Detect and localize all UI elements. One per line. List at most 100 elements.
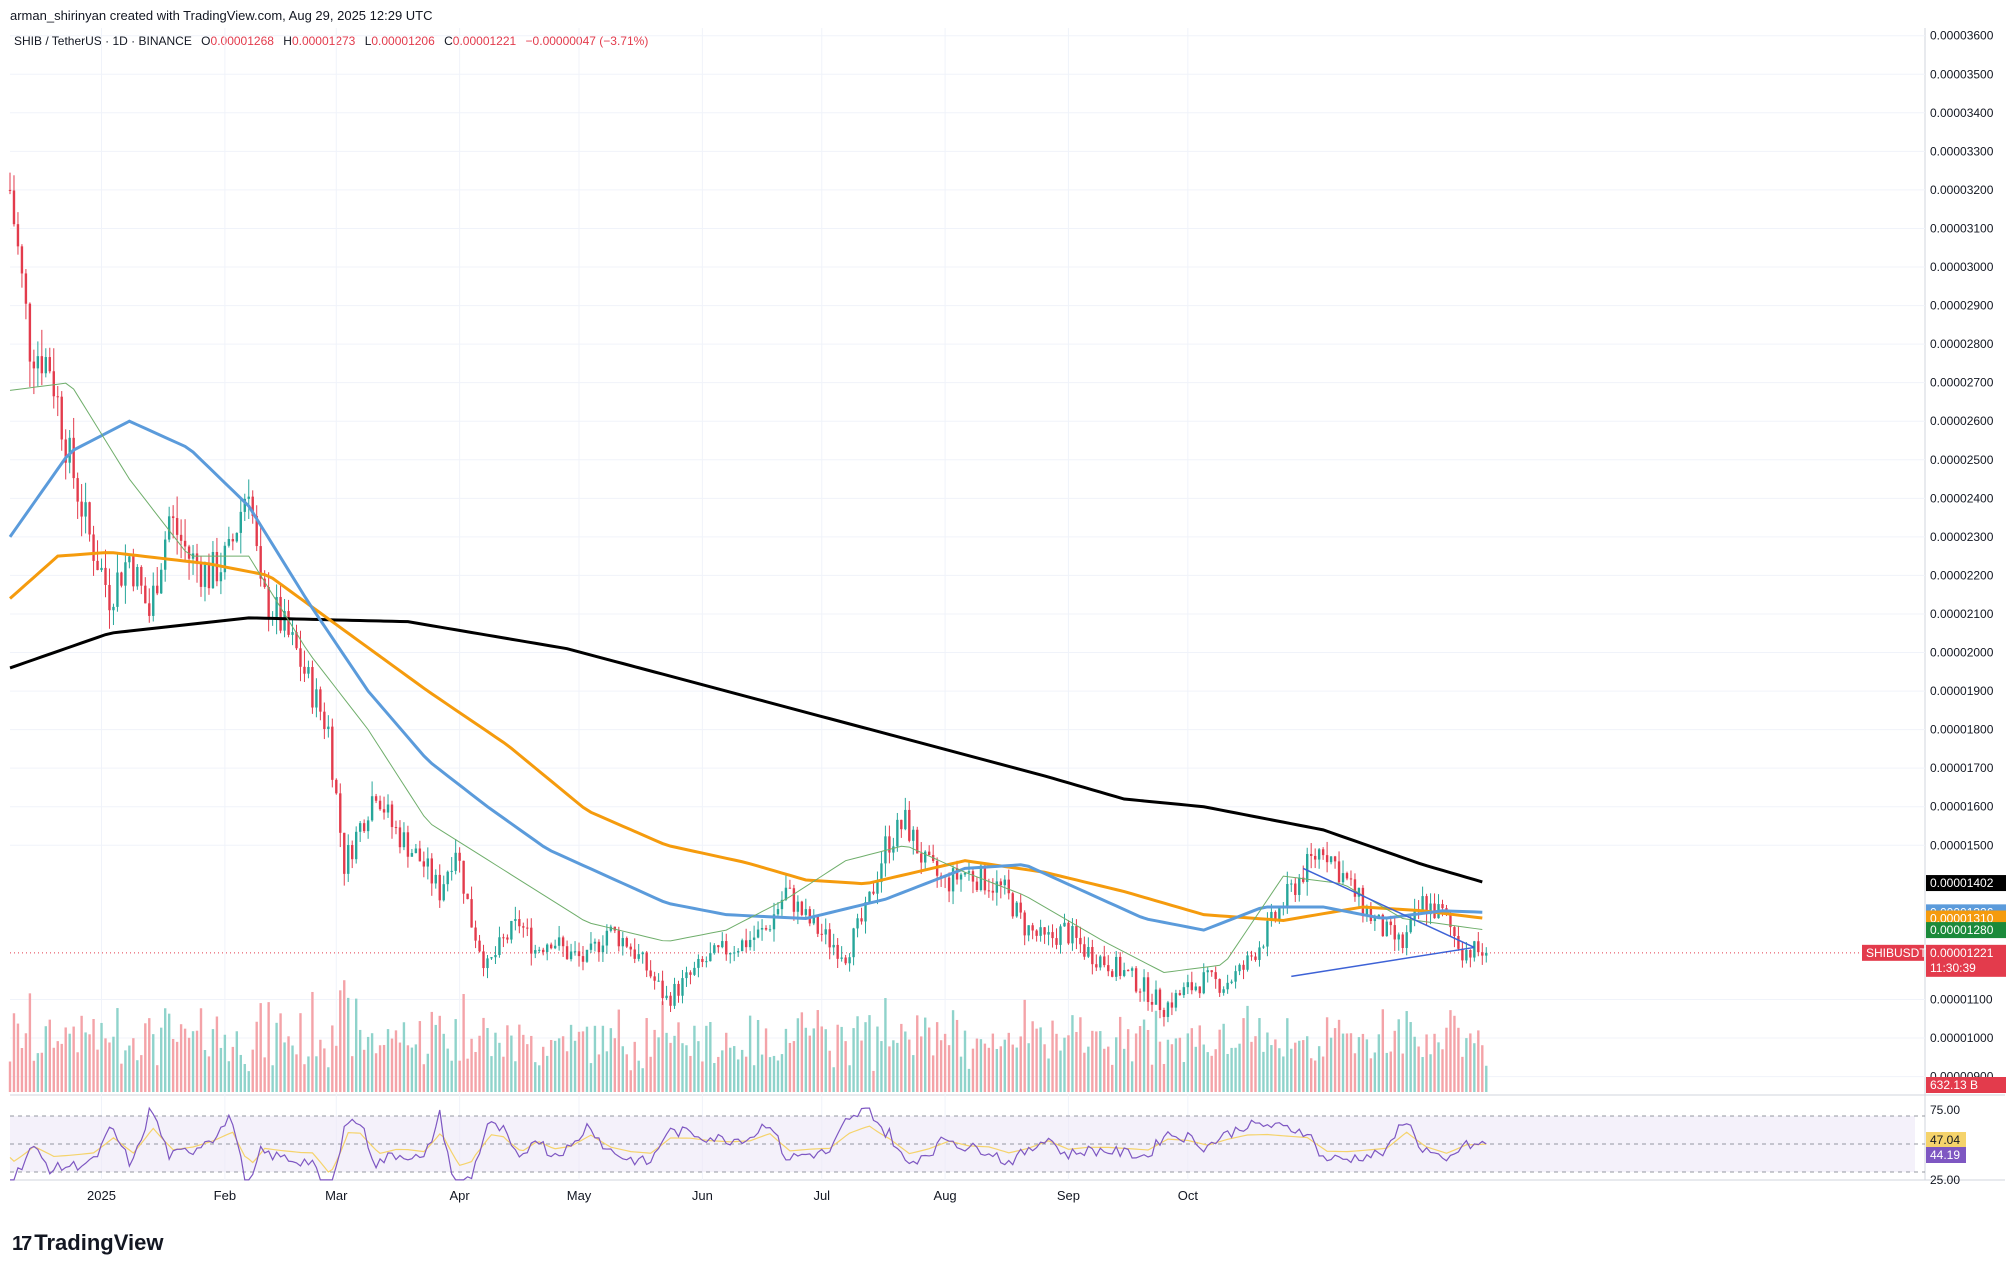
candle-body[interactable] bbox=[68, 437, 71, 463]
candle-body[interactable] bbox=[136, 567, 139, 587]
candle-body[interactable] bbox=[414, 848, 418, 854]
candle-body[interactable] bbox=[36, 356, 40, 369]
candle-body[interactable] bbox=[848, 957, 851, 964]
candle-body[interactable] bbox=[1373, 917, 1377, 922]
candle-body[interactable] bbox=[315, 689, 318, 708]
candle-body[interactable] bbox=[323, 711, 326, 730]
candle-body[interactable] bbox=[748, 939, 752, 948]
candle-body[interactable] bbox=[526, 927, 529, 929]
candle-body[interactable] bbox=[800, 901, 804, 915]
candle-body[interactable] bbox=[764, 927, 768, 930]
candle-body[interactable] bbox=[661, 980, 664, 999]
candle-body[interactable] bbox=[1441, 904, 1444, 909]
candle-body[interactable] bbox=[844, 957, 847, 964]
candle-body[interactable] bbox=[1397, 934, 1400, 940]
candle-body[interactable] bbox=[812, 916, 815, 924]
candle-body[interactable] bbox=[1242, 964, 1245, 970]
candle-body[interactable] bbox=[518, 919, 521, 927]
candle-body[interactable] bbox=[1055, 938, 1058, 945]
candle-body[interactable] bbox=[744, 940, 748, 948]
candle-body[interactable] bbox=[247, 496, 250, 499]
candle-body[interactable] bbox=[820, 933, 823, 935]
candle-body[interactable] bbox=[637, 954, 640, 959]
candle-body[interactable] bbox=[144, 585, 147, 604]
candle-body[interactable] bbox=[327, 726, 330, 730]
candle-body[interactable] bbox=[729, 953, 732, 955]
candle-body[interactable] bbox=[963, 872, 967, 875]
candle-body[interactable] bbox=[1262, 946, 1265, 948]
candle-body[interactable] bbox=[458, 852, 461, 861]
candle-body[interactable] bbox=[1087, 947, 1090, 957]
candle-body[interactable] bbox=[880, 863, 883, 883]
candle-body[interactable] bbox=[979, 865, 983, 891]
candlesticks[interactable] bbox=[8, 172, 1488, 1027]
candle-body[interactable] bbox=[358, 823, 362, 832]
candle-body[interactable] bbox=[740, 940, 744, 952]
candle-body[interactable] bbox=[689, 972, 692, 975]
candle-body[interactable] bbox=[175, 518, 179, 535]
candle-body[interactable] bbox=[203, 564, 207, 587]
candle-body[interactable] bbox=[947, 877, 951, 892]
candle-body[interactable] bbox=[868, 891, 871, 903]
candle-body[interactable] bbox=[1035, 930, 1038, 936]
candle-body[interactable] bbox=[1453, 927, 1456, 937]
candle-body[interactable] bbox=[1341, 873, 1345, 883]
candle-body[interactable] bbox=[239, 511, 242, 533]
candle-body[interactable] bbox=[975, 881, 979, 891]
candle-body[interactable] bbox=[1103, 956, 1106, 966]
candle-body[interactable] bbox=[1178, 993, 1182, 996]
candle-body[interactable] bbox=[828, 929, 831, 948]
candle-body[interactable] bbox=[1385, 921, 1388, 937]
candle-body[interactable] bbox=[625, 938, 628, 947]
candle-body[interactable] bbox=[354, 831, 358, 860]
candle-body[interactable] bbox=[48, 357, 51, 372]
candle-body[interactable] bbox=[1270, 911, 1273, 921]
candle-body[interactable] bbox=[219, 572, 223, 582]
candle-body[interactable] bbox=[1198, 986, 1201, 994]
candle-body[interactable] bbox=[840, 957, 843, 959]
rsi-line[interactable] bbox=[10, 1106, 1487, 1181]
candle-body[interactable] bbox=[912, 829, 915, 841]
candle-body[interactable] bbox=[478, 940, 481, 952]
candle-body[interactable] bbox=[681, 978, 684, 996]
candle-body[interactable] bbox=[100, 567, 103, 571]
candle-body[interactable] bbox=[179, 534, 183, 541]
candle-body[interactable] bbox=[299, 648, 302, 667]
candle-body[interactable] bbox=[442, 884, 445, 901]
candle-body[interactable] bbox=[645, 952, 648, 971]
candle-body[interactable] bbox=[971, 871, 975, 882]
candle-body[interactable] bbox=[621, 938, 624, 947]
candle-body[interactable] bbox=[804, 909, 808, 915]
candle-body[interactable] bbox=[725, 941, 728, 955]
tradingview-logo[interactable]: 17 TradingView bbox=[12, 1230, 163, 1256]
candle-body[interactable] bbox=[538, 949, 541, 951]
candle-body[interactable] bbox=[502, 937, 505, 939]
candle-body[interactable] bbox=[717, 945, 720, 948]
candle-body[interactable] bbox=[1162, 1010, 1166, 1017]
candle-body[interactable] bbox=[1154, 989, 1158, 1005]
candle-body[interactable] bbox=[705, 961, 708, 963]
candle-body[interactable] bbox=[776, 909, 780, 915]
candle-body[interactable] bbox=[32, 361, 36, 369]
candle-body[interactable] bbox=[275, 596, 278, 619]
symbol-title[interactable]: SHIB / TetherUS · 1D · BINANCE bbox=[14, 34, 192, 48]
candle-body[interactable] bbox=[1115, 956, 1118, 977]
candle-body[interactable] bbox=[1329, 856, 1333, 863]
candle-body[interactable] bbox=[152, 585, 155, 616]
candle-body[interactable] bbox=[736, 951, 740, 953]
candle-body[interactable] bbox=[1226, 982, 1229, 990]
candle-body[interactable] bbox=[951, 868, 955, 892]
candle-body[interactable] bbox=[641, 952, 644, 955]
candle-body[interactable] bbox=[709, 953, 712, 962]
candle-body[interactable] bbox=[394, 827, 398, 829]
candle-body[interactable] bbox=[263, 578, 266, 588]
candle-body[interactable] bbox=[1047, 932, 1050, 935]
candle-body[interactable] bbox=[366, 820, 370, 832]
candle-body[interactable] bbox=[259, 546, 262, 579]
candle-body[interactable] bbox=[1485, 952, 1488, 956]
candle-body[interactable] bbox=[335, 779, 338, 794]
candle-body[interactable] bbox=[557, 937, 561, 946]
candle-body[interactable] bbox=[983, 865, 987, 891]
candle-body[interactable] bbox=[1059, 926, 1062, 945]
